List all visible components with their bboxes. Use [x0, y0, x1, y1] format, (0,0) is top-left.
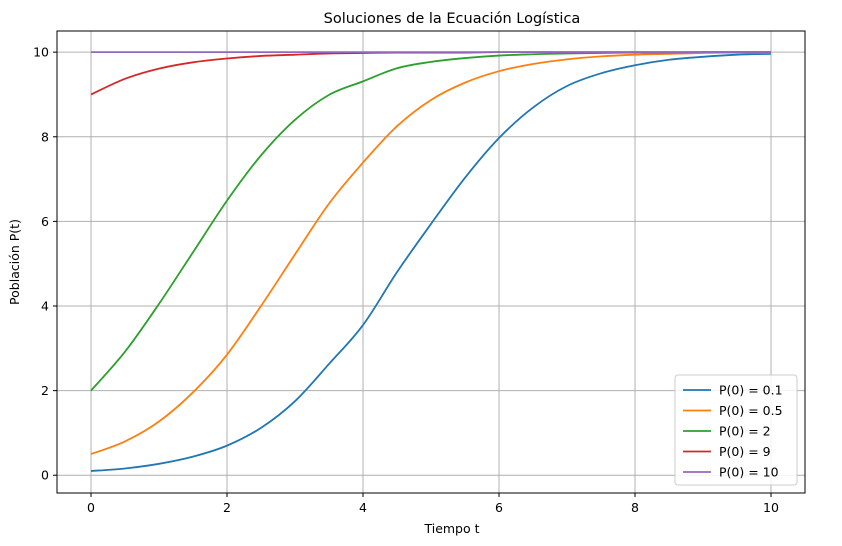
series-layer	[90, 51, 772, 472]
y-tick-label: 0	[41, 468, 49, 483]
x-tick-label: 8	[631, 500, 639, 515]
x-axis-label: Tiempo t	[423, 521, 479, 536]
x-tick-label: 2	[223, 500, 231, 515]
series-line-0	[90, 52, 772, 472]
series-line-3	[90, 51, 771, 96]
legend-label-3: P(0) = 9	[719, 444, 771, 459]
y-tick-label: 10	[33, 45, 49, 60]
y-tick-label: 2	[41, 383, 49, 398]
legend-label-1: P(0) = 0.5	[719, 403, 783, 418]
series-line-1	[90, 51, 772, 455]
x-tick-label: 4	[359, 500, 367, 515]
legend-label-2: P(0) = 2	[719, 424, 771, 439]
y-axis-label: Población P(t)	[7, 219, 22, 305]
chart-title: Soluciones de la Ecuación Logística	[324, 11, 581, 27]
legend-label-4: P(0) = 10	[719, 465, 779, 480]
y-tick-label: 4	[41, 299, 49, 314]
x-tick-label: 6	[495, 500, 503, 515]
x-tick-label: 0	[87, 500, 95, 515]
y-tick-label: 8	[41, 129, 49, 144]
y-tick-label: 6	[41, 214, 49, 229]
x-tick-label: 10	[763, 500, 779, 515]
legend-box	[674, 374, 798, 486]
legend-label-0: P(0) = 0.1	[719, 383, 783, 398]
plot-frame	[56, 30, 806, 494]
ticks: 0 2 4 6 8 10 0 2 4 6 8 10	[33, 45, 779, 515]
legend: P(0) = 0.1 P(0) = 0.5 P(0) = 2 P(0) = 9 P(0)…	[674, 374, 798, 486]
